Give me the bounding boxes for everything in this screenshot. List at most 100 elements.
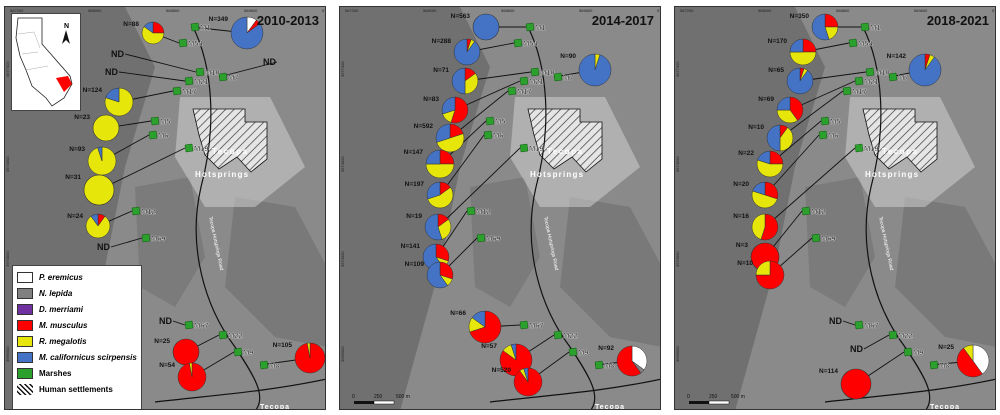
marsh-marker xyxy=(842,86,852,96)
tick-label-y: 3977000 xyxy=(675,61,680,77)
panel-title: 2018-2021 xyxy=(926,13,989,28)
scale-bar-label: 500 m xyxy=(396,394,410,400)
pie-slice-m-musculus xyxy=(439,261,454,280)
pie-slice-m-californicus-scirpensis xyxy=(766,124,781,152)
sample-size-label: N=141 xyxy=(401,243,421,250)
sample-size-label: N=349 xyxy=(209,16,229,23)
sample-size-label: N=23 xyxy=(74,114,90,121)
sample-size-label: N=93 xyxy=(69,146,85,153)
legend-item: M. californicus scirpensis xyxy=(17,349,137,365)
no-data-label: ND xyxy=(111,49,124,59)
marsh-marker xyxy=(483,130,493,140)
site-label-m5: M5 xyxy=(495,117,505,126)
tick-label-x: 567200 xyxy=(680,8,694,13)
town-label-tecopa-south: Tecopa xyxy=(930,404,960,410)
pie-chart-m1 xyxy=(472,13,500,41)
site-label-m69: M69 xyxy=(151,234,166,243)
site-label-m9: M9 xyxy=(243,348,253,357)
pie-slice-r-megalotis xyxy=(755,260,771,276)
pie-slice-m-californicus-scirpensis xyxy=(426,261,448,289)
sample-size-label: N=69 xyxy=(758,96,774,103)
site-label-m22: M22 xyxy=(563,331,578,340)
legend-item: Human settlements xyxy=(17,381,137,397)
road-line xyxy=(862,26,931,409)
site-label-m9: M9 xyxy=(578,348,588,357)
road-line xyxy=(527,26,596,409)
pie-chart-m6 xyxy=(87,146,117,176)
no-data-label: ND xyxy=(850,344,863,354)
legend-swatch xyxy=(17,303,33,315)
marsh-marker xyxy=(141,233,151,243)
scale-bar-segment xyxy=(373,400,395,405)
pie-chart-m17 xyxy=(766,124,794,152)
tick-label-x: 569600 xyxy=(244,8,258,13)
connector-arrow xyxy=(437,147,521,228)
california-outline-icon: N xyxy=(15,17,73,107)
site-label-m10: M10 xyxy=(875,68,890,77)
pie-chart-m5 xyxy=(425,149,455,179)
mountain-central xyxy=(470,177,540,307)
site-label-m12: M12 xyxy=(476,207,491,216)
sample-size-label: N=66 xyxy=(450,310,466,317)
site-label-m7: M7 xyxy=(563,73,573,82)
pie-slice-m-californicus-scirpensis xyxy=(786,67,814,95)
sample-size-label: N=90 xyxy=(560,53,576,60)
pie-slice-m-musculus xyxy=(616,345,642,377)
pie-slice-r-megalotis xyxy=(83,174,115,206)
pie-slice-r-megalotis xyxy=(85,215,111,239)
site-label-m17: M17 xyxy=(852,87,867,96)
legend-swatch xyxy=(17,335,33,347)
sample-size-label: N=288 xyxy=(432,38,452,45)
legend-swatch xyxy=(17,287,33,299)
tick-label-y: 3970000 xyxy=(340,251,345,267)
pie-slice-m-californicus-scirpensis xyxy=(811,13,830,41)
study-area-marker xyxy=(56,76,72,92)
marsh-marker xyxy=(184,76,194,86)
pie-slice-m-musculus xyxy=(840,368,872,400)
pie-slice-r-megalotis xyxy=(756,159,784,178)
site-label-m54: M54 xyxy=(523,39,538,48)
pie-chart-m69 xyxy=(426,261,454,289)
marsh-marker xyxy=(172,86,182,96)
scale-bar-label: 0 xyxy=(687,394,690,400)
legend-swatch xyxy=(17,367,33,379)
scale-bar-segment xyxy=(689,401,709,404)
pie-slice-m-musculus xyxy=(956,347,983,378)
tick-label-y: 3977000 xyxy=(340,61,345,77)
mountain-central xyxy=(135,177,205,307)
tick-label-x: 568800 xyxy=(501,8,515,13)
marsh-marker xyxy=(854,76,864,86)
pie-chart-m5 xyxy=(92,114,120,142)
pie-chart-m9 xyxy=(177,362,207,392)
mountain-east xyxy=(560,197,660,347)
site-label-m22: M22 xyxy=(898,331,913,340)
pie-slice-r-megalotis xyxy=(779,127,794,152)
marsh-marker xyxy=(818,130,828,140)
pie-slice-m-californicus-scirpensis xyxy=(453,38,481,66)
marsh-marker xyxy=(184,320,194,330)
site-label-m67: M67 xyxy=(529,321,544,330)
pie-chart-m7 xyxy=(908,53,942,87)
site-label-m7: M7 xyxy=(228,73,238,82)
road-line xyxy=(192,26,261,409)
pie-chart-m9 xyxy=(840,368,872,400)
pie-slice-r-megalotis xyxy=(789,51,817,66)
pie-chart-m6 xyxy=(751,181,779,209)
sample-size-label: N=65 xyxy=(768,67,784,74)
marsh-marker xyxy=(131,206,141,216)
tick-label-x: 567200 xyxy=(10,8,24,13)
tick-label-x: 568000 xyxy=(758,8,772,13)
marsh-marker xyxy=(820,116,830,126)
site-label-m8: M8 xyxy=(269,361,279,370)
town-label-tecopa-south: Tecopa xyxy=(260,404,290,410)
town-label-tecopa: Tecopa xyxy=(547,147,583,156)
pie-slice-m-californicus-scirpensis xyxy=(90,213,99,227)
tick-label-y: 3974000 xyxy=(675,156,680,172)
marsh-marker xyxy=(568,347,578,357)
pie-slice-m-californicus-scirpensis xyxy=(908,53,942,87)
marsh-marker xyxy=(184,143,194,153)
mountain-east xyxy=(225,197,325,347)
site-label-m12: M12 xyxy=(811,207,826,216)
pie-slice-r-megalotis xyxy=(92,114,120,142)
